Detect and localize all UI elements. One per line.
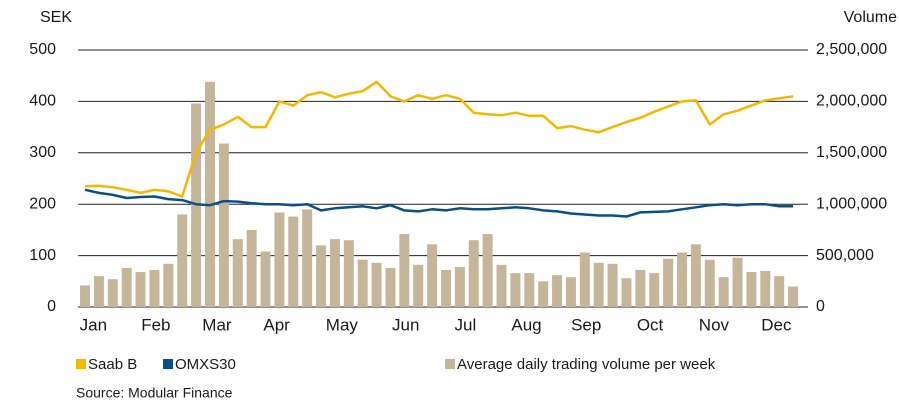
bar — [204, 81, 215, 307]
bar — [552, 275, 563, 307]
bar — [399, 234, 410, 307]
bar — [635, 269, 646, 307]
bar — [649, 273, 660, 307]
bar — [80, 285, 91, 307]
bar — [732, 257, 743, 307]
bar — [524, 273, 535, 307]
y2-tick-label: 1,500,000 — [816, 144, 887, 161]
x-tick-label: Feb — [141, 315, 170, 334]
bar — [704, 259, 715, 307]
y2-tick-label: 2,000,000 — [816, 93, 887, 110]
bar — [676, 252, 687, 307]
bar — [565, 277, 576, 307]
bar — [218, 143, 229, 307]
bar — [760, 271, 771, 307]
y-tick-label: 100 — [29, 247, 56, 264]
line — [84, 188, 794, 218]
bar — [107, 279, 118, 307]
y2-tick-label: 500,000 — [816, 247, 874, 264]
bar — [274, 212, 285, 307]
legend-swatch — [76, 359, 86, 369]
x-tick-label: Mar — [202, 315, 232, 334]
line — [84, 80, 794, 198]
bar — [482, 234, 493, 307]
bar — [538, 281, 549, 307]
bar — [718, 277, 729, 307]
bar — [121, 267, 132, 307]
bar — [135, 272, 146, 307]
bar — [385, 267, 396, 307]
y-tick-label: 400 — [29, 93, 56, 110]
bar — [774, 276, 785, 307]
y-tick-label: 300 — [29, 144, 56, 161]
bar — [260, 251, 271, 307]
x-tick-label: Jul — [455, 315, 477, 334]
bar — [468, 240, 479, 307]
bar — [246, 229, 257, 307]
bar — [163, 263, 174, 307]
y-tick-label: 0 — [47, 298, 56, 315]
bar — [232, 239, 243, 307]
legend-label: Average daily trading volume per week — [457, 356, 716, 373]
bar — [93, 276, 104, 307]
x-tick-label: May — [326, 315, 359, 334]
legend-swatch — [445, 359, 455, 369]
bar — [343, 240, 354, 307]
x-tick-label: Jan — [80, 315, 107, 334]
bar — [621, 278, 632, 307]
y-tick-label: 500 — [29, 41, 56, 58]
y2-tick-label: 1,000,000 — [816, 195, 887, 212]
y2-tick-label: 2,500,000 — [816, 41, 887, 58]
bar — [316, 245, 327, 307]
bar — [440, 269, 451, 307]
y-tick-label: 200 — [29, 195, 56, 212]
bar — [746, 272, 757, 307]
bar — [357, 259, 368, 307]
bar — [329, 239, 340, 307]
x-tick-label: Sep — [571, 315, 601, 334]
legend-swatch — [163, 359, 173, 369]
bar — [607, 263, 618, 307]
x-tick-label: Nov — [699, 315, 730, 334]
legend-label: Saab B — [88, 356, 137, 373]
y-axis-title: SEK — [40, 9, 72, 26]
bar — [413, 264, 424, 307]
bar — [496, 264, 507, 307]
x-tick-label: Oct — [637, 315, 664, 334]
bar — [177, 214, 188, 307]
bar — [288, 216, 299, 307]
bar — [593, 262, 604, 307]
bar — [788, 286, 799, 307]
y2-axis-title: Volume — [844, 9, 897, 26]
bar — [427, 244, 438, 307]
x-tick-label: Jun — [392, 315, 419, 334]
bar — [149, 269, 160, 307]
bar — [510, 273, 521, 307]
x-tick-label: Aug — [511, 315, 541, 334]
bar — [579, 252, 590, 307]
bar — [371, 262, 382, 307]
source: Source: Modular Finance — [76, 385, 233, 401]
legend-label: OMXS30 — [175, 356, 236, 373]
x-tick-label: Apr — [263, 315, 290, 334]
x-tick-label: Dec — [761, 315, 792, 334]
bar — [690, 244, 701, 307]
bar — [454, 266, 465, 307]
bar — [302, 209, 313, 307]
y2-tick-label: 0 — [816, 298, 825, 315]
bar — [663, 258, 674, 307]
